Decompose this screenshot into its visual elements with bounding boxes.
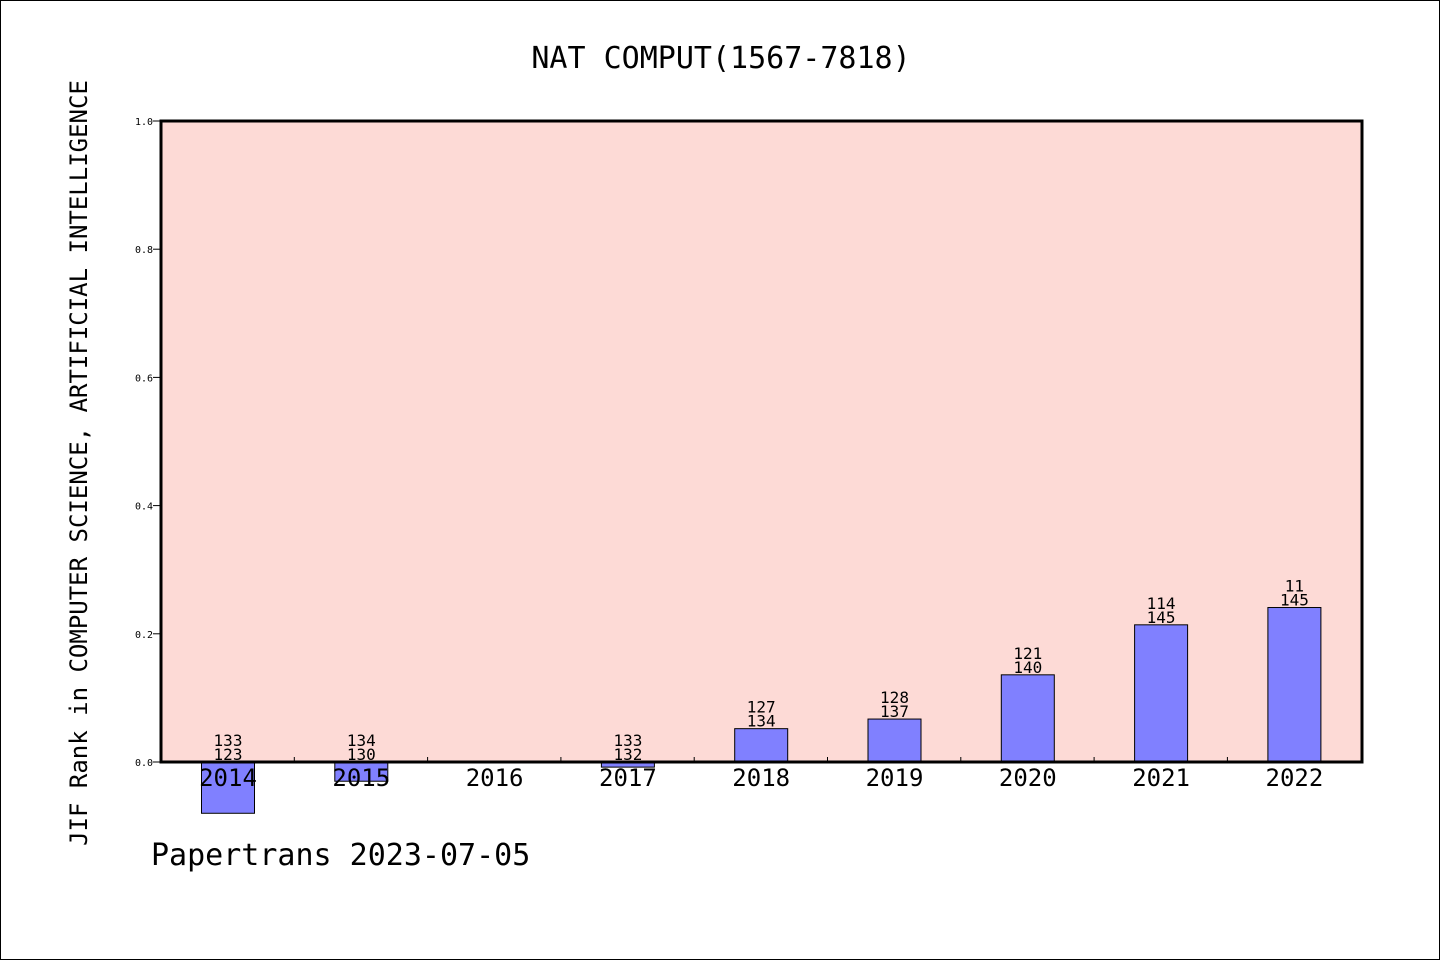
x-tick-label: 2018 [732,764,790,792]
y-tick-label: 0.8 [135,245,153,256]
bar-label-rank: 133 [214,731,243,750]
bar-label-rank: 127 [747,698,776,717]
y-tick-label: 0.6 [135,373,153,384]
y-tick-label: 0.4 [135,502,153,513]
bar [1000,674,1055,763]
bar-label-total: 123 [214,745,243,764]
bar-label-rank: 128 [880,688,909,707]
y-axis-label: JIF Rank in COMPUTER SCIENCE, ARTIFICIAL… [65,80,93,846]
bar-label-total: 137 [880,702,909,721]
y-axis: 0.0 0.2 0.4 0.6 0.8 1.0 [135,117,161,769]
bar-label-total: 140 [1013,658,1042,677]
bar [867,718,922,763]
x-tick-label: 2017 [599,764,657,792]
x-tick-label: 2015 [332,764,390,792]
bar-label-rank: 121 [1013,644,1042,663]
bars-layer [201,607,1322,814]
x-tick-label: 2016 [466,764,524,792]
bar-label-rank: 133 [613,731,642,750]
plot-border [159,119,1364,764]
bar-label-rank: 114 [1147,594,1176,613]
bar-label-rank: 11 [1285,577,1304,596]
bar [734,728,789,763]
bar [1267,607,1322,763]
bar-label-total: 130 [347,745,376,764]
bar-label-total: 145 [1147,608,1176,627]
x-tick-label: 2022 [1266,764,1324,792]
x-axis: 2014 2015 2016 2017 2018 2019 2020 2021 2022 [199,757,1323,792]
footer-credit: Papertrans 2023-07-05 [151,838,530,873]
bar-label-rank: 134 [347,731,376,750]
bar-label-total: 134 [747,712,776,731]
x-tick-label: 2014 [199,764,257,792]
bar [201,761,255,814]
y-tick-label: 0.2 [135,630,153,641]
chart-title: NAT COMPUT(1567-7818) [531,41,910,76]
x-tick-label: 2019 [866,764,924,792]
bar [1134,624,1189,763]
bar-label-total: 132 [613,745,642,764]
y-tick-label: 1.0 [135,117,153,128]
x-tick-label: 2020 [999,764,1057,792]
x-tick-label: 2021 [1132,764,1190,792]
y-tick-label: 0.0 [135,758,153,769]
bar-label-total: 145 [1280,591,1309,610]
